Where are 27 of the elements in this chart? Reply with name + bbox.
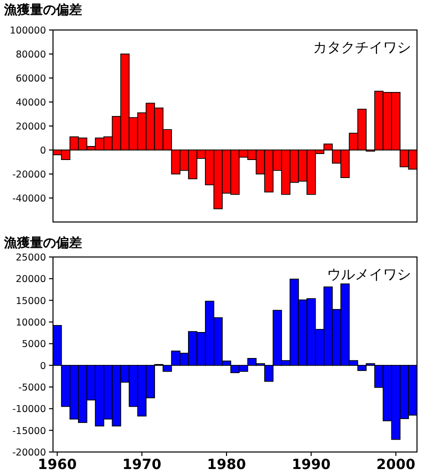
x-tick-label: 1970 [122, 457, 162, 473]
x-tick-label: 2000 [376, 457, 416, 473]
y-tick-label: -5000 [18, 382, 46, 394]
y-tick-label: 40000 [16, 98, 46, 108]
x-tick-label: 1990 [292, 457, 331, 473]
y-tick-label: -20000 [12, 448, 46, 458]
y-tick-label: -15000 [12, 426, 46, 437]
y-tick-label: 20000 [16, 122, 46, 132]
y-tick-label: -20000 [12, 170, 46, 180]
y-tick-label: 15000 [16, 296, 46, 307]
y-tick-label: -10000 [12, 404, 46, 416]
x-tick-label: 1960 [38, 457, 77, 473]
chart-title: 漁獲量の偏差 [3, 3, 82, 18]
annotation: カタクチイワシ [313, 40, 411, 56]
y-tick-label: 25000 [16, 252, 46, 264]
y-tick-label: 60000 [16, 74, 46, 84]
y-tick-label: 0 [40, 146, 46, 156]
x-tick-label: 1980 [207, 457, 246, 473]
y-tick-label: 5000 [22, 339, 46, 350]
y-tick-label: 0 [40, 360, 46, 372]
annotation: ウルメイワシ [327, 267, 411, 283]
y-tick-label: 100000 [10, 26, 46, 36]
y-tick-label: 80000 [16, 50, 46, 60]
y-tick-label: 20000 [16, 274, 46, 286]
y-tick-label: 10000 [16, 318, 46, 328]
chart-title: 漁獲量の偏差 [3, 236, 82, 251]
y-tick-label: -40000 [12, 194, 46, 204]
